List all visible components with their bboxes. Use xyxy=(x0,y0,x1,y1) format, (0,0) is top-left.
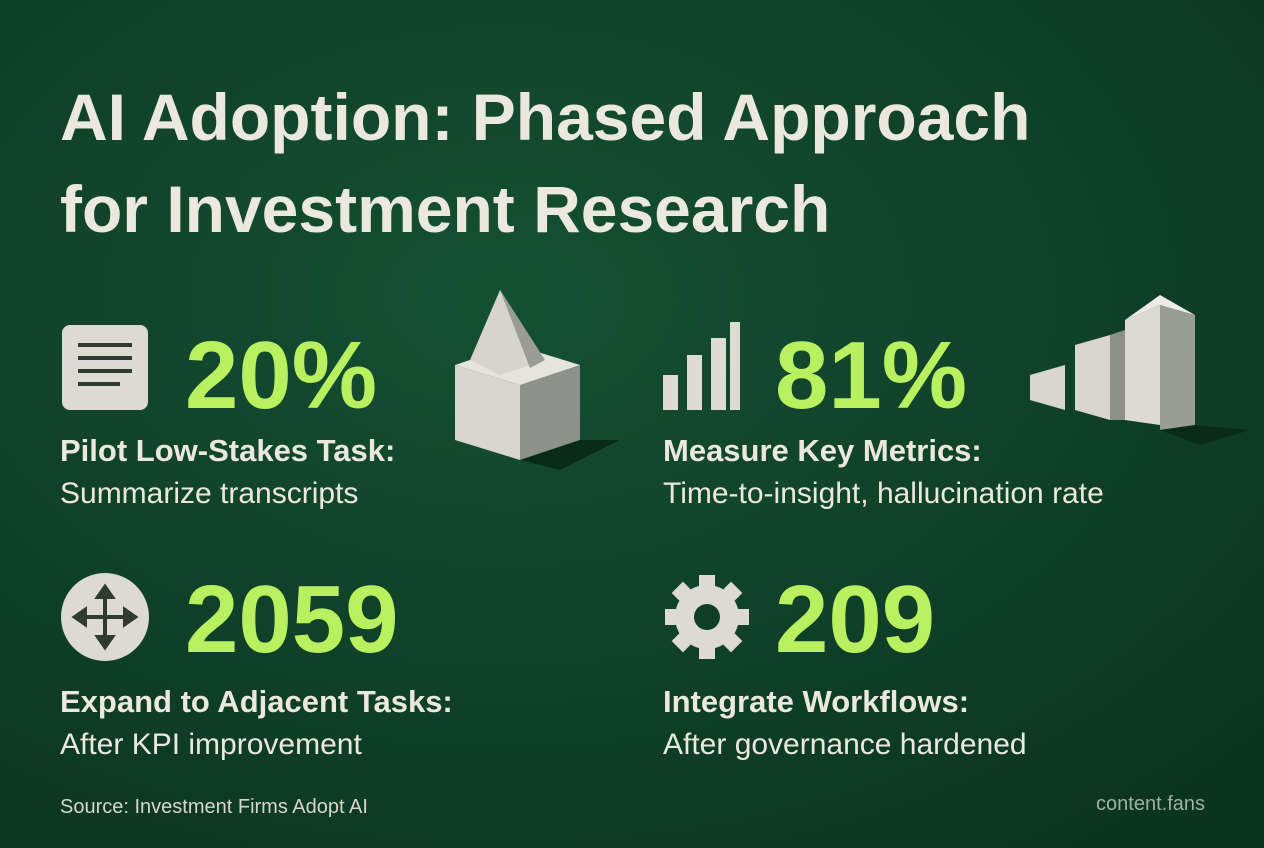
item-label: Pilot Low-Stakes Task: xyxy=(60,433,395,468)
stat: 20% xyxy=(185,322,377,429)
item-description: After KPI improvement xyxy=(60,728,362,761)
move-icon xyxy=(61,573,149,661)
title-line: AI Adoption: Phased Approach xyxy=(60,80,1030,154)
document-icon xyxy=(62,325,148,410)
bars-icon xyxy=(663,322,740,410)
item-label: Integrate Workflows: xyxy=(663,684,969,719)
source: Source: Investment Firms Adopt AI xyxy=(60,796,368,818)
item-description: After governance hardened xyxy=(663,728,1027,761)
item-description: Summarize transcripts xyxy=(60,477,358,510)
item-description: Time-to-insight, hallucination rate xyxy=(663,477,1104,510)
item-label: Expand to Adjacent Tasks: xyxy=(60,684,453,719)
cone-cube-shape xyxy=(455,290,620,470)
brand: content.fans xyxy=(1096,793,1205,815)
item-label: Measure Key Metrics: xyxy=(663,433,982,468)
gear-icon xyxy=(665,575,749,659)
stat: 81% xyxy=(775,322,967,429)
title-line: for Investment Research xyxy=(60,172,830,246)
stat: 2059 xyxy=(185,566,399,673)
stat: 209 xyxy=(775,566,935,673)
bars-shape xyxy=(1030,295,1250,445)
